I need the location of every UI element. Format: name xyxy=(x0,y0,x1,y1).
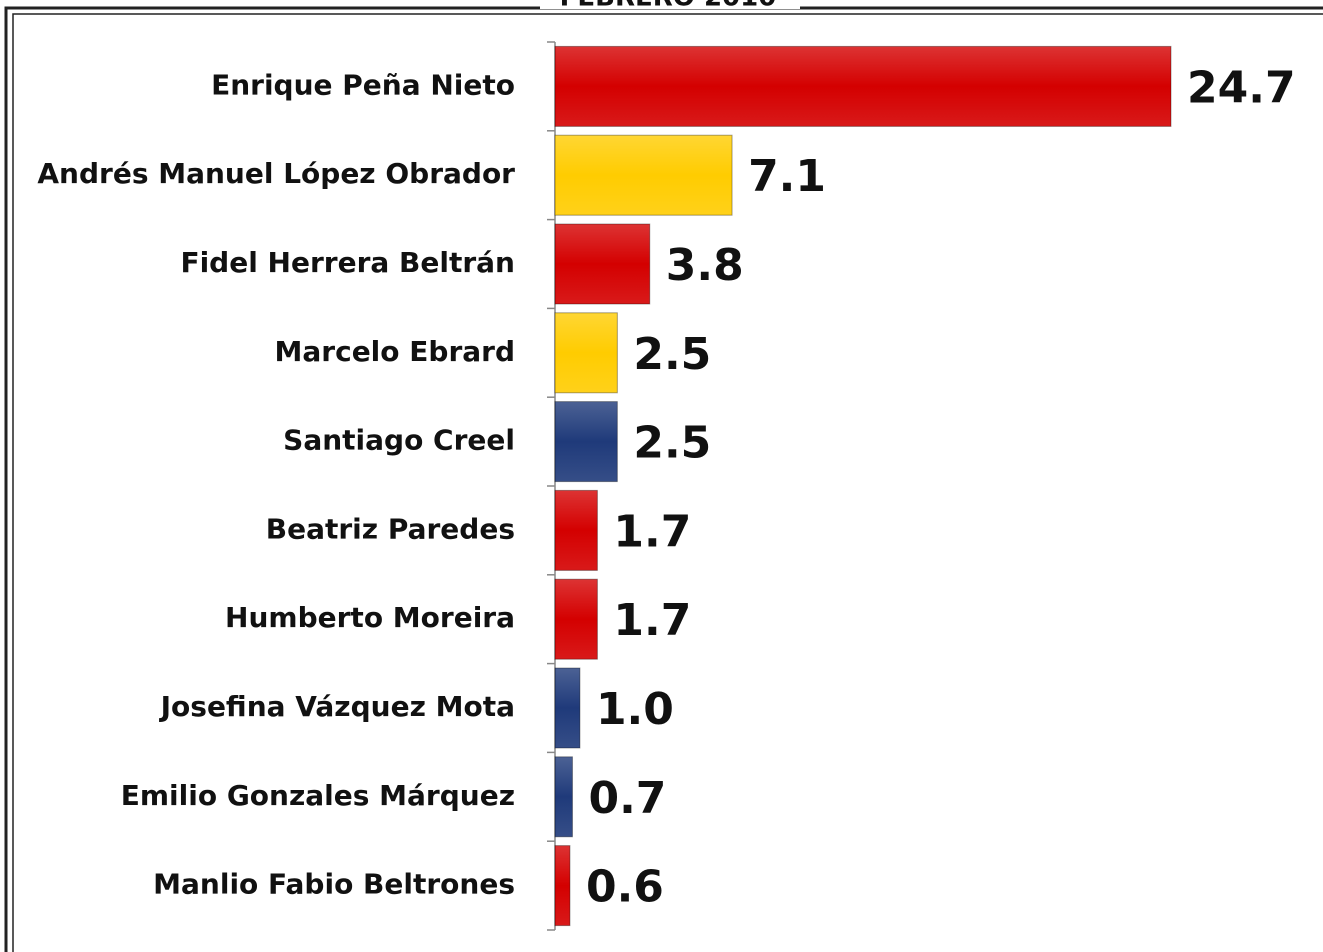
value-label: 2.5 xyxy=(633,329,711,380)
title-bg xyxy=(540,0,800,9)
value-label: 1.7 xyxy=(613,595,691,646)
y-tick-label: Humberto Moreira xyxy=(225,601,515,634)
bar xyxy=(554,134,733,216)
y-tick-label: Beatriz Paredes xyxy=(266,512,515,545)
value-label: 24.7 xyxy=(1187,62,1296,113)
y-tick-label: Fidel Herrera Beltrán xyxy=(180,246,515,279)
bar xyxy=(554,489,598,571)
value-label: 1.7 xyxy=(613,506,691,557)
bar xyxy=(554,578,598,660)
value-label: 0.6 xyxy=(586,862,664,913)
bar xyxy=(554,223,651,305)
y-tick-label: Josefina Vázquez Mota xyxy=(159,690,515,723)
bar xyxy=(554,45,1172,127)
y-tick-label: Santiago Creel xyxy=(283,424,515,457)
value-label: 3.8 xyxy=(666,240,744,291)
value-label: 7.1 xyxy=(748,151,826,202)
bar xyxy=(554,756,573,838)
chart-title: FEBRERO 2010 xyxy=(560,0,777,13)
bar xyxy=(554,401,618,483)
bar xyxy=(554,312,618,394)
frame-inner xyxy=(12,13,1323,952)
value-label: 1.0 xyxy=(596,684,674,735)
y-tick-label: Emilio Gonzales Márquez xyxy=(121,779,515,812)
value-label: 0.7 xyxy=(588,773,666,824)
value-label: 2.5 xyxy=(633,418,711,469)
y-tick-label: Marcelo Ebrard xyxy=(275,335,515,368)
bar xyxy=(554,667,581,749)
y-tick-label: Enrique Peña Nieto xyxy=(211,68,515,101)
y-tick-label: Manlio Fabio Beltrones xyxy=(153,868,515,901)
bar xyxy=(554,845,571,927)
y-tick-label: Andrés Manuel López Obrador xyxy=(37,157,515,190)
